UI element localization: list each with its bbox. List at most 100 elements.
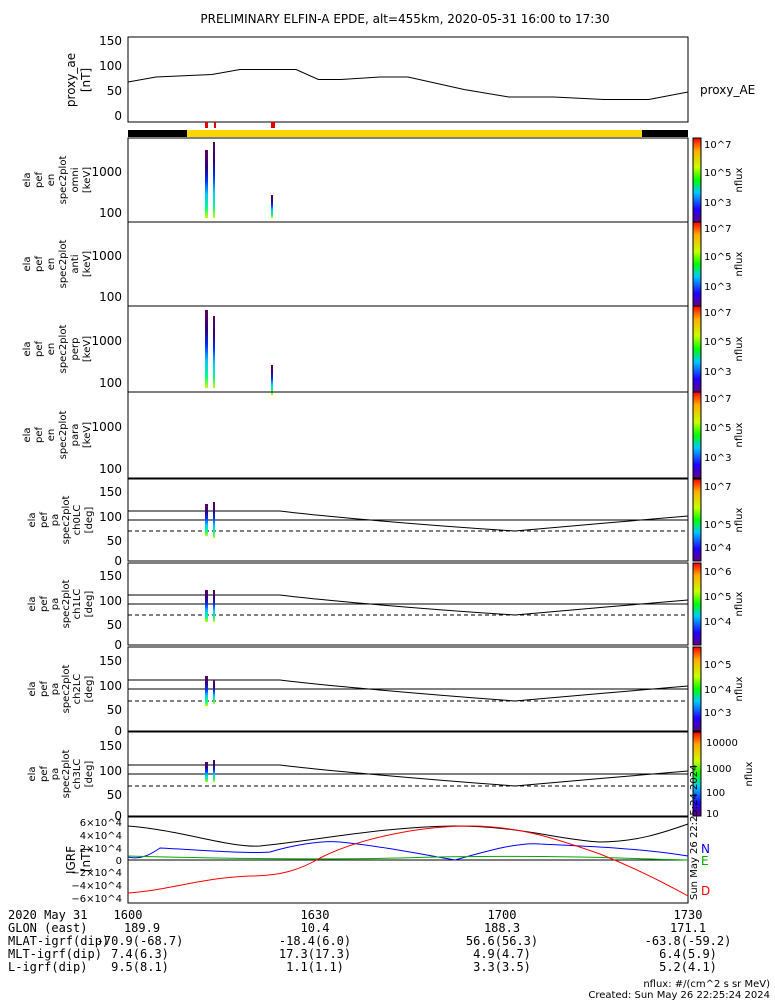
colorbar-tick: 10^4 [704, 685, 731, 696]
ch3lc-spectrum-strip [213, 760, 215, 782]
loss-cone-line [128, 764, 689, 787]
plot-title: PRELIMINARY ELFIN-A EPDE, alt=455km, 202… [200, 12, 609, 26]
colorbar-tick: 10^6 [704, 567, 731, 578]
omni-ylabel-5: omni [70, 168, 81, 193]
para-ylabel-1: ela [22, 427, 33, 442]
colorbar-ch0lc: 10^7 10^5 10^4 nflux [692, 478, 745, 562]
igrf-ytick: −2×10^4 [71, 868, 122, 879]
anti-ylabel-1: ela [22, 256, 33, 271]
ephem-value: 1700 [488, 908, 517, 922]
colorbar-label: nflux [734, 167, 745, 192]
ch1lc-ytick: 150 [99, 569, 122, 583]
colorbar-tick: 10^7 [704, 308, 731, 319]
ch2lc-ytick: 100 [99, 679, 122, 693]
loss-cone-line [128, 594, 689, 616]
ch1lc-ytick: 100 [99, 594, 122, 608]
ch0lc-ytick: 50 [107, 534, 122, 548]
ephem-value: 17.3(17.3) [279, 947, 351, 961]
ch3lc-spectrum-strip [205, 762, 208, 782]
igrf-ytick: −4×10^4 [71, 881, 122, 892]
ch0lc-ylabel-5: ch0LC [72, 505, 83, 536]
igrf-ylabel-units: [nT] [79, 848, 93, 872]
ch2lc-spectrum-strip [213, 680, 215, 704]
ch1lc-ylabel-3: pa [50, 598, 61, 610]
colorbar-label: nflux [734, 591, 745, 616]
ephem-value: 10.4 [301, 921, 330, 935]
ch0lc-ylabel-6: [deg] [84, 507, 95, 534]
ch3lc-ytick: 150 [99, 739, 122, 753]
ch1lc-ytick: 0 [114, 638, 122, 652]
ephem-row-label: GLON (east) [8, 921, 87, 935]
colorbar-tick: 10^5 [704, 168, 731, 179]
colorbar-tick: 100 [706, 788, 725, 799]
omni-spectrum-strip [205, 150, 208, 218]
ch3lc-ytick: 0 [114, 809, 122, 823]
igrf-e-line [127, 855, 689, 861]
ch3lc-ylabel-5: ch3LC [72, 759, 83, 790]
ch1lc-ylabel-6: [deg] [84, 591, 95, 618]
anti-ylabel-2: pef [34, 256, 45, 273]
perp-panel: ela pef en spec2plot perp [keV] 1000 100 [22, 305, 689, 395]
ch3lc-ytick: 100 [99, 764, 122, 778]
ch2lc-ylabel-6: [deg] [84, 676, 95, 703]
colorbar-tick: 10^7 [704, 224, 731, 235]
ch0lc-ytick: 150 [99, 485, 122, 499]
ch0lc-ylabel-1: ela [27, 512, 38, 527]
perp-spectrum-strip [205, 310, 208, 388]
para-ylabel-4: spec2plot [58, 411, 69, 460]
para-ylabel-3: en [46, 429, 57, 442]
colorbar-tick: 10000 [706, 738, 738, 749]
ephem-value: -63.8(-59.2) [645, 934, 732, 948]
igrf-total-line [127, 823, 689, 847]
proxy-ae-ylabel: proxy_ae [64, 53, 78, 107]
ch3lc-ylabel-6: [deg] [84, 761, 95, 788]
ephem-value: 1600 [114, 908, 143, 922]
omni-ylabel-3: en [46, 174, 57, 187]
ephem-value: 188.3 [484, 921, 520, 935]
igrf-d-label: D [701, 884, 710, 898]
ch2lc-ytick: 150 [99, 654, 122, 668]
ch0lc-spectrum-strip [213, 502, 215, 538]
igrf-ylabel: IGRF [64, 846, 78, 874]
ch1lc-ylabel-4: spec2plot [61, 580, 72, 629]
ch2lc-ylabel-1: ela [27, 681, 38, 696]
omni-ytick: 1000 [91, 165, 122, 179]
omni-ylabel-4: spec2plot [58, 156, 69, 205]
perp-spectrum-strip [213, 316, 215, 388]
proxy-ae-panel: proxy_ae [nT] 150 100 50 0 proxy_AE [64, 34, 755, 123]
colorbar-label: nflux [734, 251, 745, 276]
anti-panel: ela pef en spec2plot anti [keV] 1000 100 [22, 221, 689, 307]
ch1lc-ylabel-2: pef [39, 596, 50, 613]
ch0lc-ytick: 0 [114, 554, 122, 568]
anti-ytick: 100 [99, 290, 122, 304]
colorbar-tick: 10^3 [704, 198, 731, 209]
ephem-value: 1630 [301, 908, 330, 922]
igrf-ytick: 2×10^4 [80, 844, 122, 855]
igrf-ytick: 4×10^4 [80, 831, 122, 842]
colorbar-perp: 10^7 10^5 10^3 nflux [692, 305, 745, 393]
ch0lc-ytick: 100 [99, 510, 122, 524]
anti-ylabel-4: spec2plot [58, 240, 69, 289]
para-panel: ela pef en spec2plot para [keV] 1000 100 [22, 391, 689, 479]
igrf-ytick: −6×10^4 [71, 894, 122, 905]
ch1lc-spectrum-strip [205, 590, 208, 622]
colorbar-tick: 10^5 [704, 252, 731, 263]
ephem-value: 7.4(6.3) [111, 947, 169, 961]
colorbar-tick: 10^3 [704, 367, 731, 378]
ch2lc-ylabel-3: pa [50, 683, 61, 695]
loss-cone-line [128, 510, 689, 532]
omni-panel: ela pef en spec2plot omni [keV] 1000 100 [22, 137, 689, 223]
colorbar-tick: 10^5 [704, 423, 731, 434]
side-timestamp: Sun May 26 22:25:24 2024 [689, 765, 700, 901]
omni-spectrum-strip [213, 142, 215, 218]
perp-ylabel-1: ela [22, 341, 33, 356]
ch2lc-ylabel-4: spec2plot [61, 665, 72, 714]
colorbar-tick: 1000 [706, 764, 731, 775]
para-ylabel-2: pef [34, 427, 45, 444]
perp-ylabel-4: spec2plot [58, 325, 69, 374]
ch3lc-ylabel-1: ela [27, 766, 38, 781]
para-ylabel-5: para [70, 424, 81, 447]
ephem-value: 3.3(3.5) [473, 960, 531, 974]
colorbar-tick: 10^3 [704, 453, 731, 464]
ch0lc-spectrum-strip [205, 504, 208, 536]
